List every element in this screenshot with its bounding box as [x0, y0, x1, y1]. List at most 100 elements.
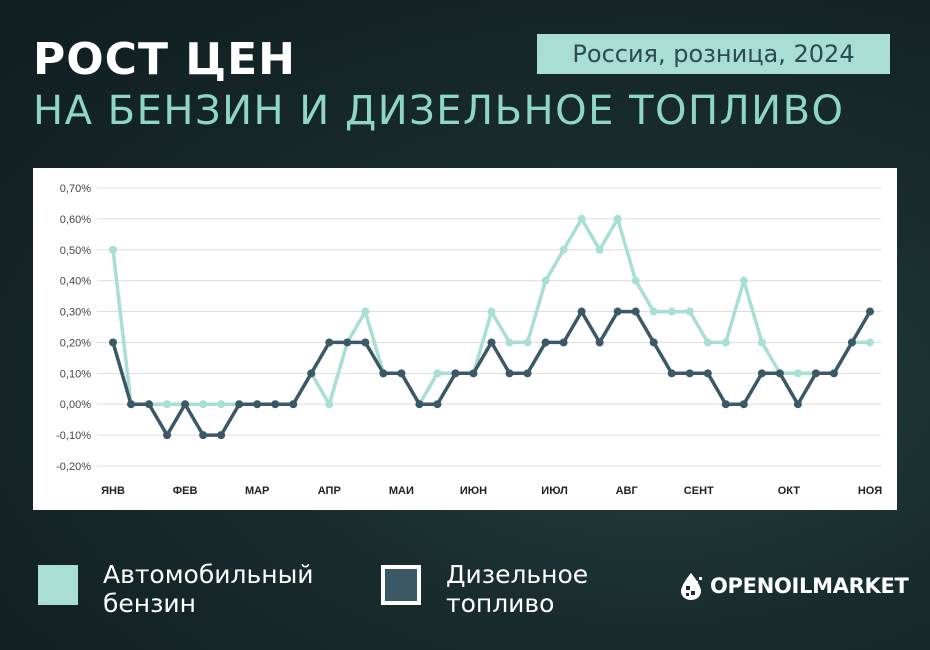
data-point-diesel: [775, 369, 784, 378]
y-tick-label: -0,20%: [56, 461, 91, 473]
data-point-diesel: [631, 307, 640, 316]
data-point-gasoline: [109, 245, 117, 254]
data-point-gasoline: [866, 338, 874, 347]
data-point-diesel: [451, 369, 460, 378]
data-point-gasoline: [631, 276, 640, 285]
legend-label-gasoline: Автомобильный бензин: [103, 560, 314, 618]
data-point-gasoline: [739, 276, 748, 285]
x-tick-label: НОЯ: [858, 485, 882, 497]
data-point-diesel: [829, 369, 838, 378]
data-point-diesel: [361, 338, 370, 347]
data-point-diesel: [811, 369, 820, 378]
data-point-diesel: [343, 338, 352, 347]
data-point-diesel: [199, 431, 208, 440]
x-tick-label: ФЕВ: [173, 485, 198, 497]
data-point-diesel: [559, 338, 568, 347]
data-point-diesel: [487, 338, 496, 347]
data-point-diesel: [289, 400, 298, 409]
data-point-diesel: [703, 369, 712, 378]
region-badge: Россия, розница, 2024: [537, 34, 890, 74]
data-point-gasoline: [325, 400, 334, 409]
data-point-gasoline: [361, 307, 370, 316]
data-point-gasoline: [487, 307, 496, 316]
y-tick-label: 0,20%: [60, 337, 91, 349]
data-point-diesel: [505, 369, 514, 378]
price-growth-chart: -0,20% -0,10% 0,00% 0,10% 0,20% 0,30% 0,40% 0,5…: [56, 183, 882, 497]
x-tick-label: ИЮН: [460, 485, 487, 497]
data-point-diesel: [469, 369, 478, 378]
x-tick-label: АПР: [318, 485, 341, 497]
y-tick-label: 0,10%: [60, 368, 91, 380]
data-point-gasoline: [721, 338, 730, 347]
data-point-diesel: [739, 400, 748, 409]
data-point-gasoline: [613, 214, 622, 223]
data-point-gasoline: [577, 214, 586, 223]
page-title: РОСТ ЦЕН: [33, 34, 296, 85]
legend-item-diesel: Дизельное топливо: [381, 560, 588, 618]
data-point-diesel: [325, 338, 334, 347]
data-point-diesel: [253, 400, 262, 409]
data-point-diesel: [379, 369, 388, 378]
x-tick-label: АВГ: [616, 485, 639, 497]
data-point-gasoline: [541, 276, 550, 285]
y-tick-label: 0,50%: [60, 245, 91, 257]
data-point-diesel: [866, 307, 874, 316]
legend-swatch-diesel: [381, 565, 421, 605]
legend-item-gasoline: Автомобильный бензин: [38, 560, 314, 618]
legend-label-diesel: Дизельное топливо: [446, 560, 589, 618]
data-point-gasoline: [199, 400, 208, 409]
data-point-diesel: [181, 400, 190, 409]
data-point-diesel: [145, 400, 154, 409]
data-point-gasoline: [433, 369, 442, 378]
data-point-diesel: [595, 338, 604, 347]
brand-name: OPENOILMARKET: [710, 574, 909, 598]
data-point-diesel: [523, 369, 532, 378]
data-point-diesel: [217, 431, 226, 440]
chart-panel: -0,20% -0,10% 0,00% 0,10% 0,20% 0,30% 0,40% 0,5…: [33, 168, 897, 510]
y-tick-label: 0,30%: [60, 307, 91, 319]
data-point-diesel: [415, 400, 424, 409]
x-tick-label: МАИ: [389, 485, 414, 497]
x-tick-label: МАР: [245, 485, 269, 497]
data-point-diesel: [613, 307, 622, 316]
data-point-diesel: [667, 369, 676, 378]
y-tick-label: 0,00%: [60, 399, 91, 411]
oil-drop-icon: [681, 573, 702, 600]
data-point-diesel: [757, 369, 766, 378]
data-point-diesel: [649, 338, 658, 347]
data-point-diesel: [721, 400, 730, 409]
y-tick-label: -0,10%: [56, 430, 91, 442]
data-point-gasoline: [793, 369, 802, 378]
x-tick-label: СЕНТ: [684, 485, 714, 497]
data-point-diesel: [577, 307, 586, 316]
y-tick-label: 0,40%: [60, 276, 91, 288]
data-point-diesel: [397, 369, 406, 378]
data-point-diesel: [109, 338, 117, 347]
y-tick-label: 0,60%: [60, 214, 91, 226]
data-point-diesel: [433, 400, 442, 409]
data-point-gasoline: [703, 338, 712, 347]
data-point-diesel: [163, 431, 172, 440]
data-point-gasoline: [685, 307, 694, 316]
data-point-diesel: [235, 400, 244, 409]
x-tick-label: ЯНВ: [101, 485, 125, 497]
data-point-gasoline: [667, 307, 676, 316]
brand-logo: OPENOILMARKET: [678, 571, 909, 601]
data-point-diesel: [685, 369, 694, 378]
data-point-gasoline: [217, 400, 226, 409]
data-point-gasoline: [595, 245, 604, 254]
data-point-gasoline: [757, 338, 766, 347]
data-point-gasoline: [559, 245, 568, 254]
y-tick-label: 0,70%: [60, 183, 91, 195]
data-point-gasoline: [649, 307, 658, 316]
data-point-diesel: [127, 400, 136, 409]
data-point-diesel: [541, 338, 550, 347]
data-point-diesel: [847, 338, 856, 347]
data-point-diesel: [307, 369, 316, 378]
data-point-gasoline: [523, 338, 532, 347]
data-point-diesel: [271, 400, 280, 409]
x-tick-label: ОКТ: [778, 485, 801, 497]
data-point-gasoline: [163, 400, 172, 409]
x-tick-label: ИЮЛ: [541, 485, 568, 497]
legend-swatch-gasoline: [38, 565, 78, 605]
